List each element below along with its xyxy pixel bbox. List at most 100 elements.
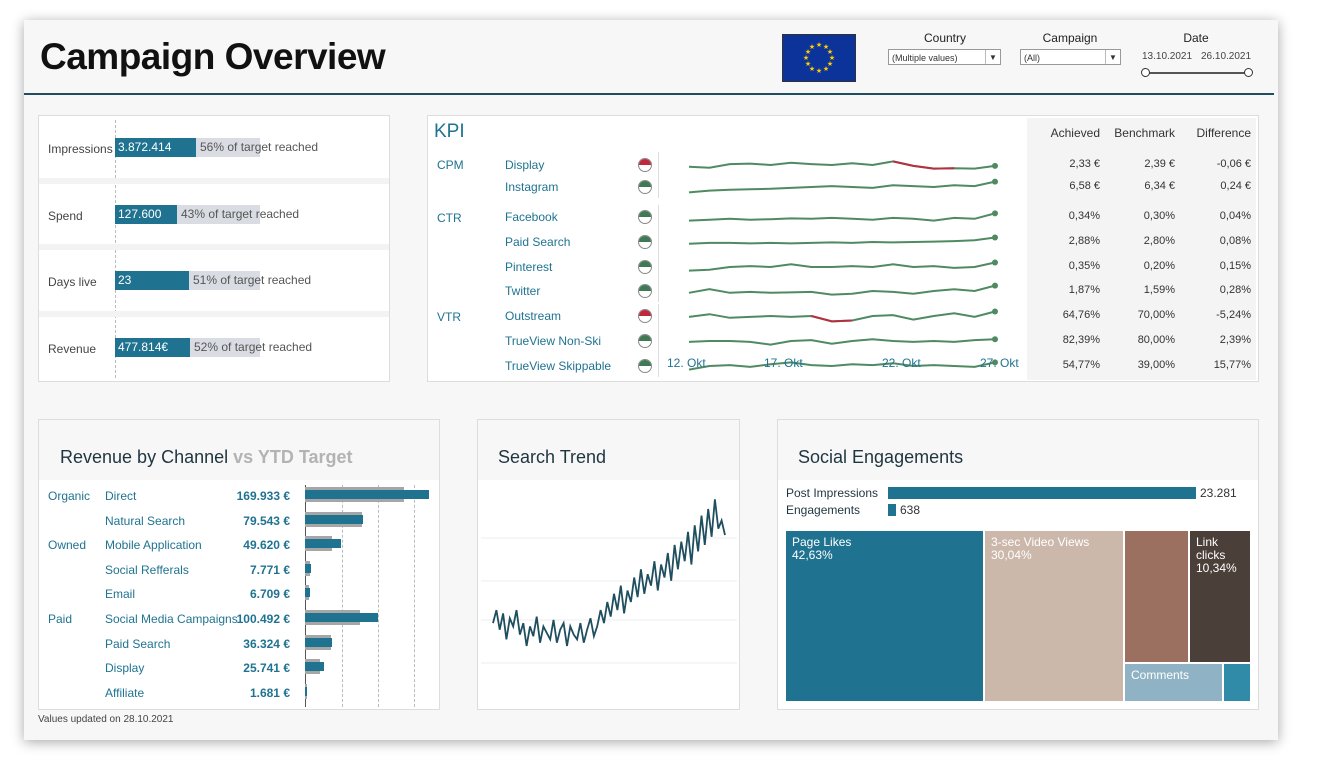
- revenue-channel-label: Direct: [105, 489, 137, 503]
- svg-text:★: ★: [805, 48, 811, 56]
- revenue-panel-header: [39, 420, 439, 480]
- revenue-channel-label: Natural Search: [105, 513, 186, 528]
- treemap-percent: 10,34%: [1196, 561, 1237, 575]
- social-title: Social Engagements: [798, 447, 964, 467]
- status-indicator-fill: [639, 211, 651, 217]
- status-good-icon: [638, 334, 652, 348]
- status-indicator-fill: [639, 335, 651, 341]
- kpi-sparkline-endpoint: [992, 282, 998, 289]
- date-slider-track[interactable]: [1144, 72, 1248, 74]
- kpi-sparkline: [688, 338, 996, 346]
- revenue-channel-label: Paid Search: [105, 636, 171, 651]
- eu-flag-logo: ★ ★ ★ ★ ★ ★ ★ ★ ★ ★ ★ ★: [782, 34, 856, 82]
- revenue-actual-bar: [305, 539, 341, 549]
- date-filter-label: Date: [1183, 31, 1209, 45]
- revenue-actual-bar: [305, 490, 429, 499]
- kpi-sparkline-endpoint: [992, 359, 998, 366]
- treemap-percent: 42,63%: [792, 548, 833, 562]
- treemap-cell: [1223, 663, 1251, 702]
- kpi-group-label: VTR: [437, 310, 461, 324]
- metric-label: Impressions: [48, 142, 113, 156]
- campaign-dropdown-value: (All): [1024, 53, 1040, 63]
- status-indicator-fill: [639, 159, 651, 165]
- metric-divider: [39, 178, 389, 184]
- status-indicator-fill: [639, 236, 651, 242]
- revenue-title: Revenue by Channel vs YTD Target: [60, 447, 353, 468]
- status-good-icon: [638, 235, 652, 249]
- treemap-cell: Comments: [1124, 663, 1223, 702]
- status-good-icon: [638, 359, 652, 373]
- revenue-actual-bar: [305, 514, 363, 524]
- svg-text:★: ★: [803, 54, 809, 62]
- kpi-title: KPI: [434, 121, 465, 142]
- revenue-channel-label: Display: [105, 661, 145, 676]
- revenue-group-label: Paid: [48, 612, 73, 626]
- date-slider-start-handle[interactable]: [1141, 68, 1150, 77]
- kpi-sparkline: [688, 236, 996, 245]
- page-title: Campaign Overview: [40, 36, 386, 77]
- kpi-sparkline-endpoint: [992, 210, 998, 217]
- metric-label: Days live: [48, 275, 97, 289]
- social-bar-label: Engagements: [786, 503, 861, 517]
- chevron-down-icon: ▼: [985, 50, 1000, 64]
- revenue-channel-value: 79.543 €: [243, 513, 290, 528]
- status-indicator-fill: [639, 360, 651, 366]
- kpi-achieved-value: 64,76%: [1062, 309, 1100, 321]
- revenue-actual-bar: [305, 588, 310, 598]
- treemap-cell: 3-sec Video Views 30,04%: [984, 530, 1124, 702]
- svg-text:★: ★: [809, 43, 815, 51]
- metric-divider: [39, 311, 389, 317]
- metric-value-bar: 23: [115, 271, 189, 290]
- treemap-label: Page Likes: [792, 535, 852, 549]
- revenue-gridline: [414, 485, 415, 707]
- svg-text:★: ★: [829, 54, 835, 62]
- kpi-benchmark-value: 2,80%: [1143, 235, 1175, 247]
- social-bar-label: Post Impressions: [786, 486, 879, 500]
- revenue-actual-bar: [305, 686, 307, 696]
- revenue-channel-value: 100.492 €: [236, 612, 290, 626]
- revenue-channel-label: Social Media Campaigns: [105, 612, 238, 626]
- revenue-gridline: [342, 485, 343, 707]
- kpi-sparkline: [688, 180, 996, 194]
- country-dropdown[interactable]: (Multiple values) ▼: [888, 49, 1001, 65]
- kpi-benchmark-value: 0,20%: [1143, 260, 1175, 272]
- status-good-icon: [638, 180, 652, 194]
- search-trend-chart: [481, 499, 737, 664]
- kpi-achieved-value: 2,88%: [1068, 235, 1100, 247]
- status-good-icon: [638, 284, 652, 298]
- kpi-header-difference: Difference: [1196, 126, 1251, 140]
- kpi-group-box: [431, 205, 659, 302]
- campaign-dropdown[interactable]: (All) ▼: [1020, 49, 1121, 65]
- kpi-achieved-value: 1,87%: [1068, 284, 1100, 296]
- date-slider-end-handle[interactable]: [1244, 68, 1253, 77]
- kpi-axis-label: 27. Okt: [980, 356, 1019, 370]
- kpi-difference-value: 0,15%: [1219, 260, 1251, 272]
- revenue-actual-bar: [305, 637, 332, 647]
- metric-target-text: 52% of target reached: [194, 340, 313, 354]
- svg-text:★: ★: [809, 65, 815, 73]
- treemap-cell: Page Likes 42,63%: [785, 530, 984, 702]
- kpi-achieved-value: 82,39%: [1062, 334, 1100, 346]
- svg-text:★: ★: [827, 60, 833, 68]
- revenue-channel-label: Email: [105, 587, 136, 602]
- revenue-actual-bar: [305, 563, 311, 573]
- kpi-benchmark-value: 1,59%: [1143, 284, 1175, 296]
- kpi-difference-value: 0,24 €: [1220, 180, 1251, 192]
- kpi-achieved-value: 0,34%: [1068, 210, 1100, 222]
- country-filter-label: Country: [923, 31, 967, 45]
- kpi-axis-label: 12. Okt: [667, 356, 706, 370]
- kpi-channel-label: TrueView Non-Ski: [505, 334, 602, 348]
- revenue-channel-value: 1.681 €: [249, 685, 290, 700]
- kpi-sparkline-below-benchmark: [892, 160, 955, 170]
- kpi-sparkline-below-benchmark: [811, 315, 853, 323]
- social-bar: [888, 487, 1196, 499]
- kpi-difference-value: 0,28%: [1219, 284, 1251, 296]
- revenue-channel-value: 6.709 €: [249, 587, 290, 602]
- kpi-benchmark-value: 6,34 €: [1144, 180, 1175, 192]
- status-indicator-fill: [639, 261, 651, 267]
- metric-value-bar: 3.872.414: [115, 138, 196, 157]
- kpi-difference-value: 0,08%: [1219, 235, 1251, 247]
- chevron-down-icon: ▼: [1105, 50, 1120, 64]
- kpi-sparkline-endpoint: [992, 178, 998, 185]
